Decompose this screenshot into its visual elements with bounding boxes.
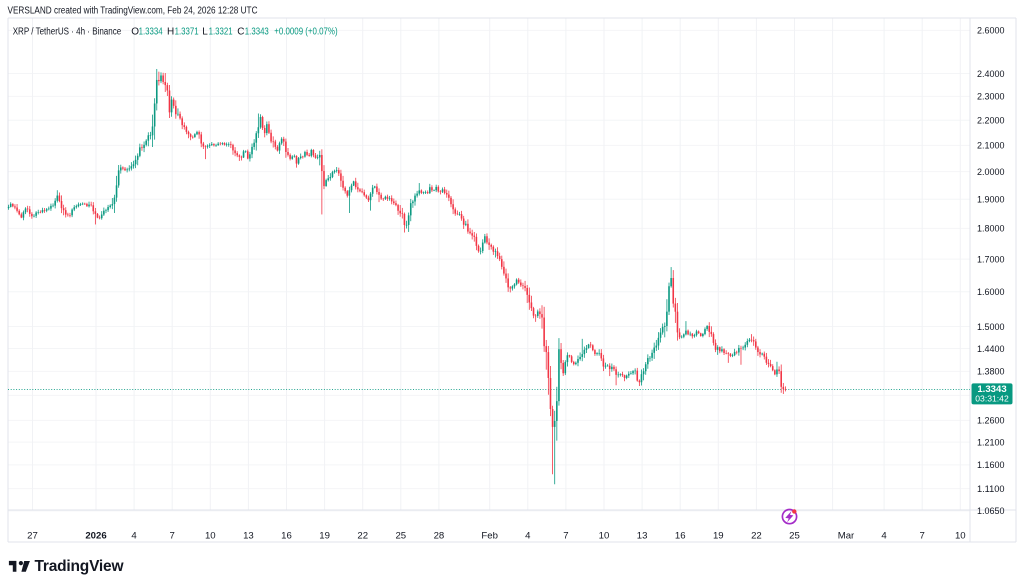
svg-text:25: 25 bbox=[789, 531, 800, 542]
svg-text:1.9000: 1.9000 bbox=[977, 195, 1005, 206]
svg-text:1.8000: 1.8000 bbox=[977, 224, 1005, 235]
svg-text:1.1600: 1.1600 bbox=[977, 460, 1005, 471]
svg-text:03:31:42: 03:31:42 bbox=[975, 393, 1009, 403]
svg-text:4: 4 bbox=[881, 531, 887, 542]
svg-text:TradingView: TradingView bbox=[35, 558, 125, 575]
svg-text:22: 22 bbox=[357, 531, 368, 542]
svg-text:Mar: Mar bbox=[838, 531, 855, 542]
svg-text:7: 7 bbox=[920, 531, 925, 542]
svg-text:1.3321: 1.3321 bbox=[209, 26, 233, 37]
svg-text:2.0000: 2.0000 bbox=[977, 167, 1005, 178]
svg-text:1.7000: 1.7000 bbox=[977, 254, 1005, 265]
svg-text:16: 16 bbox=[281, 531, 292, 542]
svg-text:25: 25 bbox=[395, 531, 406, 542]
svg-text:1.1100: 1.1100 bbox=[977, 484, 1005, 495]
svg-text:2.1000: 2.1000 bbox=[977, 141, 1005, 152]
svg-text:1.3334: 1.3334 bbox=[139, 26, 163, 37]
svg-text:Feb: Feb bbox=[481, 531, 498, 542]
svg-text:C: C bbox=[237, 26, 244, 37]
svg-text:1.5000: 1.5000 bbox=[977, 322, 1005, 333]
svg-text:2.2000: 2.2000 bbox=[977, 116, 1005, 127]
svg-text:13: 13 bbox=[243, 531, 254, 542]
svg-text:1.6000: 1.6000 bbox=[977, 287, 1005, 298]
svg-text:2.6000: 2.6000 bbox=[977, 26, 1005, 37]
svg-text:1.2600: 1.2600 bbox=[977, 416, 1005, 427]
svg-text:VERSLAND created with TradingV: VERSLAND created with TradingView.com, F… bbox=[8, 6, 258, 17]
svg-text:19: 19 bbox=[319, 531, 330, 542]
svg-text:XRP / TetherUS · 4h · Binance: XRP / TetherUS · 4h · Binance bbox=[13, 26, 122, 37]
svg-text:7: 7 bbox=[563, 531, 568, 542]
svg-text:1.2100: 1.2100 bbox=[977, 437, 1005, 448]
svg-text:27: 27 bbox=[27, 531, 38, 542]
svg-text:1.3371: 1.3371 bbox=[175, 26, 199, 37]
svg-text:4: 4 bbox=[525, 531, 531, 542]
svg-text:22: 22 bbox=[751, 531, 762, 542]
svg-text:16: 16 bbox=[675, 531, 686, 542]
svg-text:H: H bbox=[167, 26, 174, 37]
svg-text:10: 10 bbox=[599, 531, 610, 542]
svg-text:2.4000: 2.4000 bbox=[977, 69, 1005, 80]
svg-text:2026: 2026 bbox=[85, 531, 106, 542]
svg-text:O: O bbox=[131, 26, 139, 37]
svg-text:7: 7 bbox=[170, 531, 175, 542]
svg-text:1.3343: 1.3343 bbox=[977, 384, 1006, 395]
svg-text:2.3000: 2.3000 bbox=[977, 92, 1005, 103]
svg-text:10: 10 bbox=[955, 531, 966, 542]
svg-text:4: 4 bbox=[131, 531, 137, 542]
svg-text:1.3343: 1.3343 bbox=[245, 26, 269, 37]
svg-text:1.4400: 1.4400 bbox=[977, 344, 1005, 355]
svg-text:+0.0009 (+0.07%): +0.0009 (+0.07%) bbox=[274, 26, 337, 37]
svg-text:19: 19 bbox=[713, 531, 724, 542]
svg-text:10: 10 bbox=[205, 531, 216, 542]
svg-text:L: L bbox=[202, 26, 208, 37]
svg-text:1.3800: 1.3800 bbox=[977, 367, 1005, 378]
svg-text:13: 13 bbox=[637, 531, 648, 542]
svg-text:1.0650: 1.0650 bbox=[977, 506, 1005, 517]
svg-text:28: 28 bbox=[434, 531, 445, 542]
